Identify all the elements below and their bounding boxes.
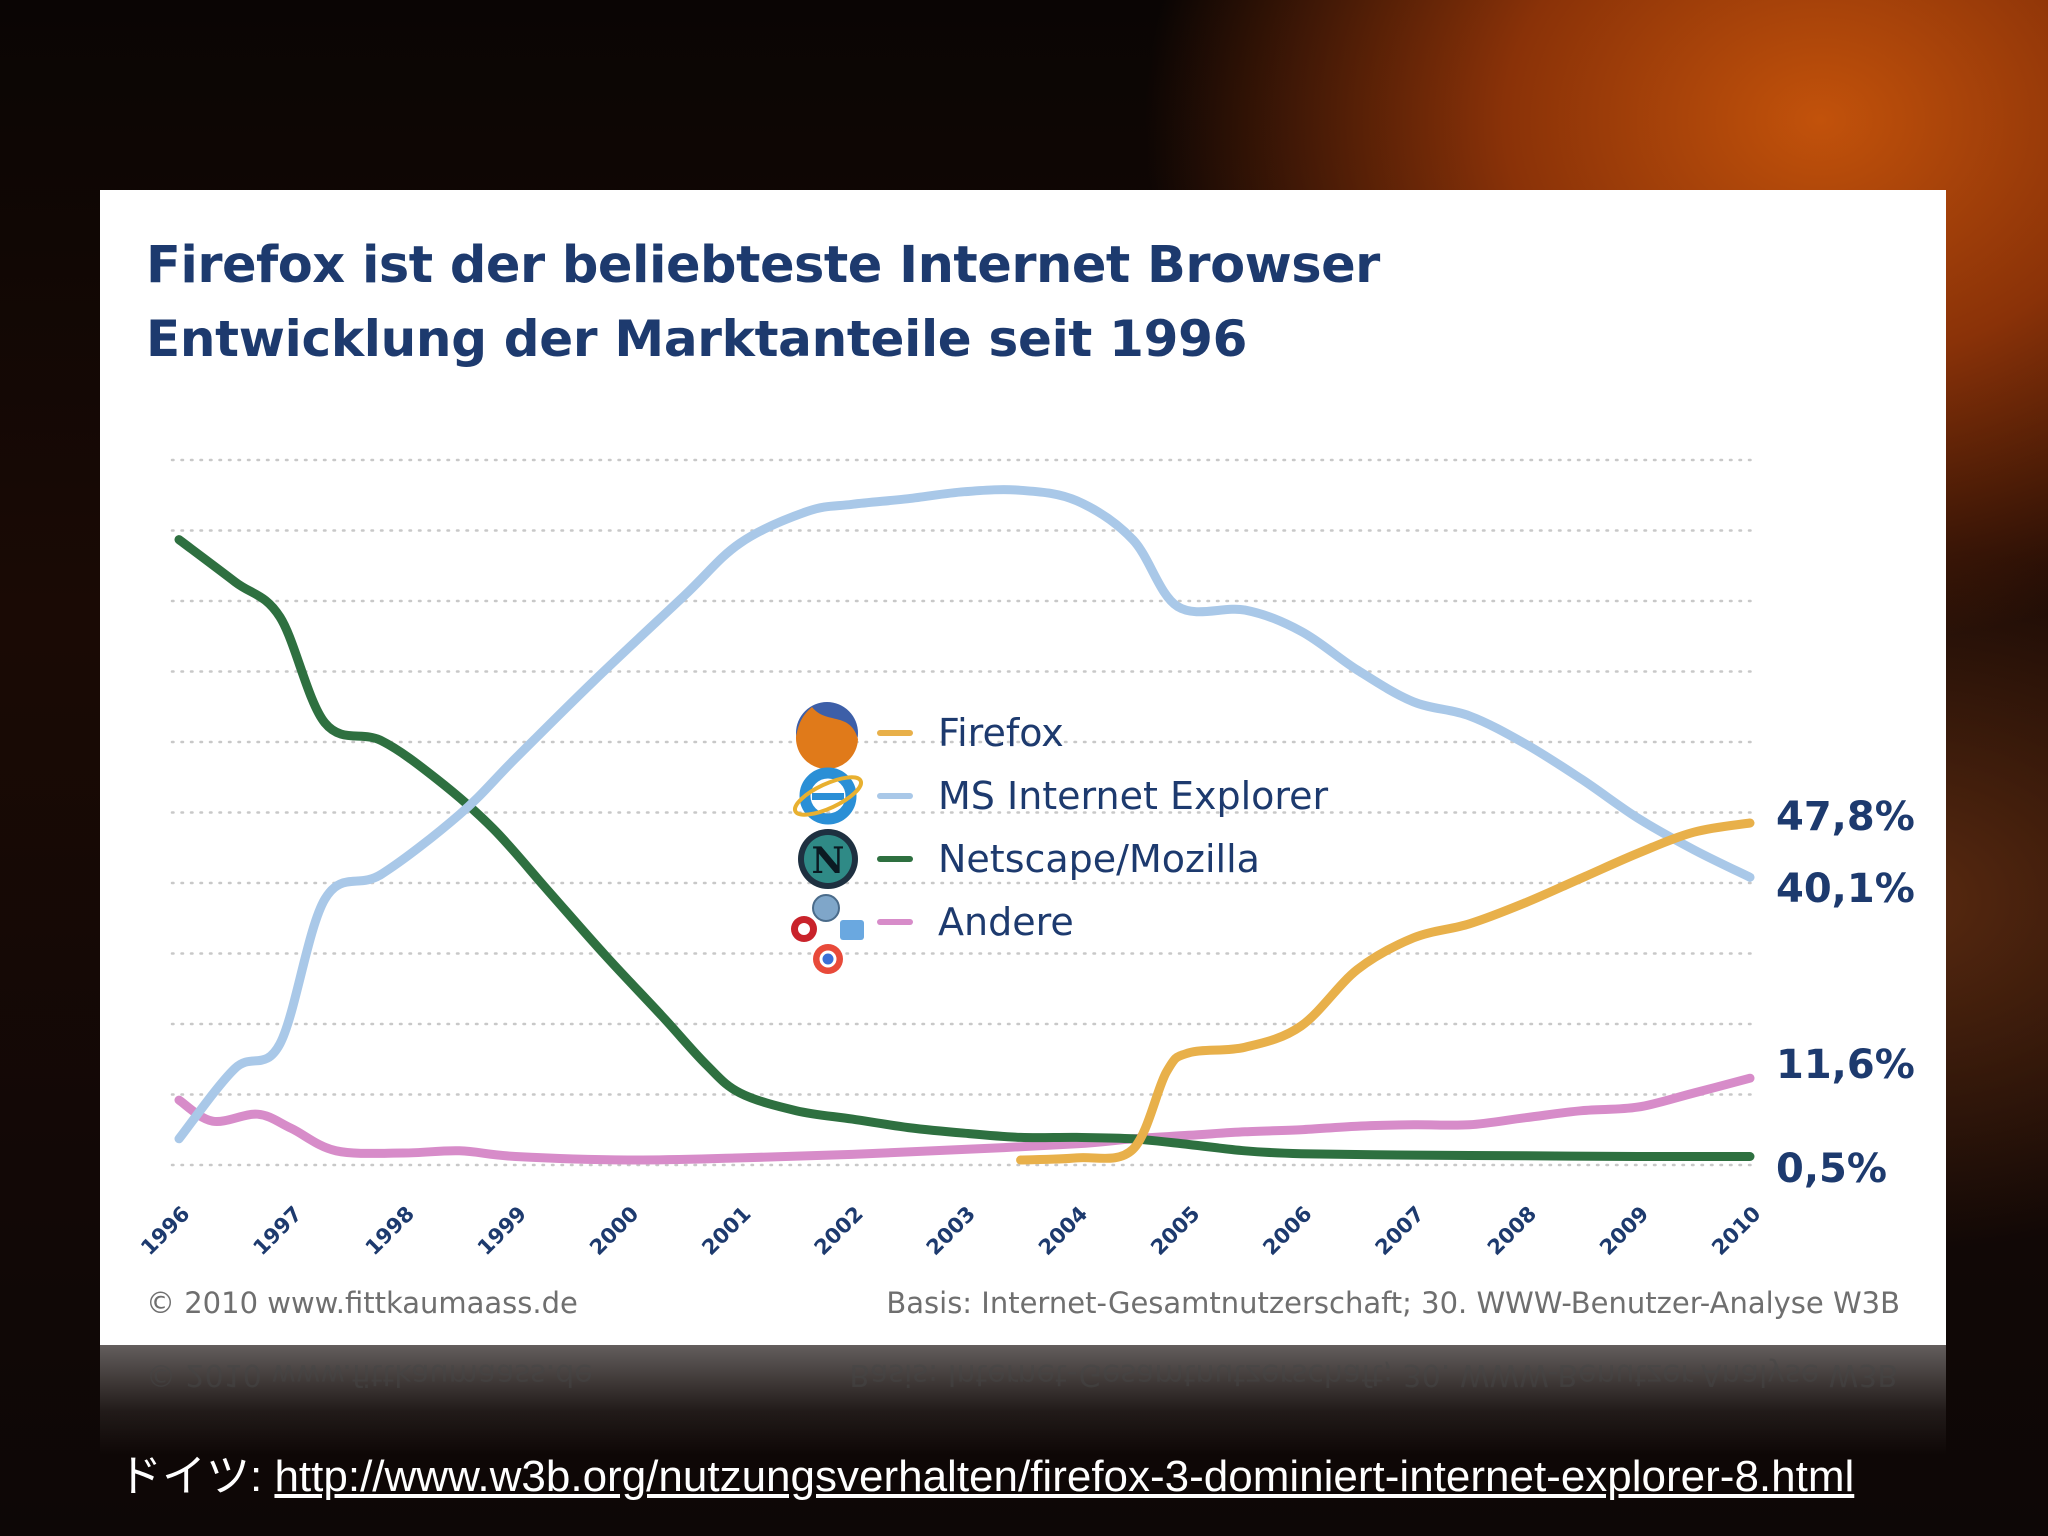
legend-label: Andere	[938, 900, 1074, 944]
end-label-netscape-mozilla: 0,5%	[1776, 1146, 1887, 1192]
x-tick-label: 2010	[1707, 1202, 1765, 1260]
chart-subtitle: Entwicklung der Marktanteile seit 1996	[146, 310, 1248, 368]
svg-text:N: N	[812, 840, 845, 882]
chart-data-basis: Basis: Internet-Gesamtnutzerschaft; 30. …	[886, 1286, 1900, 1320]
x-tick-label: 1997	[248, 1202, 306, 1260]
x-tick-label: 2003	[922, 1202, 980, 1260]
x-tick-label: 2000	[585, 1202, 643, 1260]
end-label-andere: 11,6%	[1776, 1042, 1915, 1088]
x-tick-label: 1996	[136, 1202, 194, 1260]
x-tick-label: 2006	[1258, 1202, 1316, 1260]
x-tick-label: 1998	[361, 1202, 419, 1260]
other-browsers-logos-icon	[791, 894, 864, 974]
legend-label: MS Internet Explorer	[938, 774, 1329, 818]
x-tick-label: 2008	[1483, 1202, 1541, 1260]
internet-explorer-logo-icon	[792, 767, 864, 825]
netscape-logo-icon: N	[798, 829, 858, 889]
legend-label: Firefox	[938, 711, 1064, 755]
legend-item: Firefox	[795, 702, 1064, 770]
legend-label: Netscape/Mozilla	[938, 837, 1260, 881]
x-tick-label: 2001	[697, 1202, 755, 1260]
x-tick-label: 1999	[473, 1202, 531, 1260]
end-label-ms-internet-explorer: 40,1%	[1776, 866, 1915, 912]
other-browser-logo	[840, 920, 864, 940]
x-tick-label: 2002	[810, 1202, 868, 1260]
x-axis-tick-labels: 1996 1997 1998 1999 2000 2001 2002 2003 2004 2005…	[136, 1202, 1765, 1260]
legend-item: MS Internet Explorer	[792, 767, 1329, 825]
x-tick-label: 2005	[1146, 1202, 1204, 1260]
firefox-logo-icon	[795, 702, 858, 770]
x-tick-label: 2009	[1595, 1202, 1653, 1260]
chart-reflection: © 2010 www.fittkaumaass.de Basis: Intern…	[100, 1345, 1946, 1455]
x-tick-label: 2007	[1371, 1202, 1429, 1260]
legend-item: Andere	[791, 894, 1074, 974]
series-line-netscape-mozilla	[174, 535, 1755, 1162]
series-line-firefox	[1016, 818, 1755, 1165]
series-line-ms-internet-explorer	[174, 485, 1755, 1144]
reflection-data-basis: Basis: Internet-Gesamtnutzerschaft; 30. …	[849, 1357, 1898, 1392]
source-prefix: ドイツ:	[118, 1452, 275, 1501]
x-tick-label: 2004	[1034, 1202, 1092, 1260]
chart-series-lines	[174, 485, 1755, 1165]
end-label-firefox: 47,8%	[1776, 794, 1915, 840]
series-end-labels: 47,8% 40,1% 0,5% 11,6%	[1776, 794, 1915, 1192]
chart-copyright: © 2010 www.fittkaumaass.de	[146, 1286, 578, 1320]
safari-logo	[812, 894, 840, 922]
source-caption: ドイツ: http://www.w3b.org/nutzungsverhalte…	[118, 1440, 1854, 1504]
reflection-copyright: © 2010 www.fittkaumaass.de	[146, 1357, 593, 1392]
source-link[interactable]: http://www.w3b.org/nutzungsverhalten/fir…	[274, 1452, 1855, 1501]
legend-item: N Netscape/Mozilla	[798, 829, 1260, 889]
chart-title: Firefox ist der beliebteste Internet Bro…	[146, 236, 1380, 295]
series-line-andere	[174, 1073, 1755, 1165]
chart-legend: Firefox MS Internet Explorer N Netscape/Moz…	[791, 702, 1329, 974]
